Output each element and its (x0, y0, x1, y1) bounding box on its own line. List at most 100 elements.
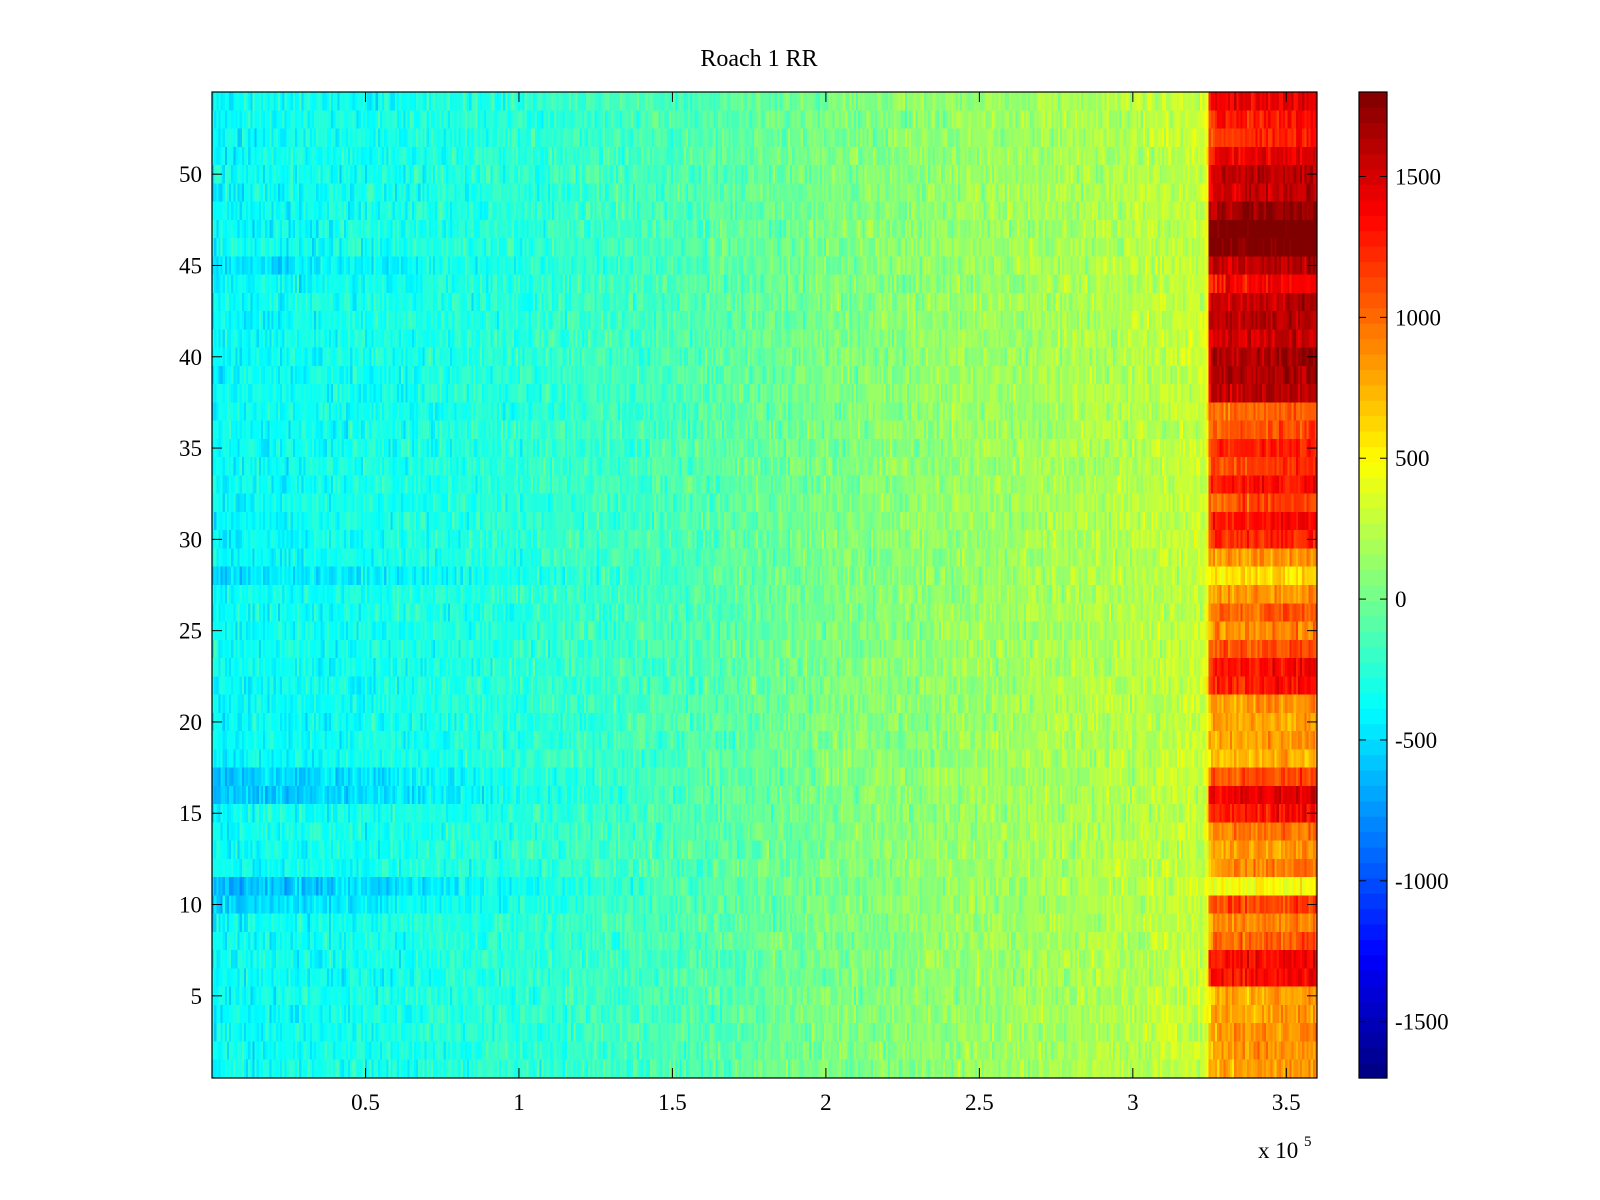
colorbar-segment (1359, 769, 1387, 786)
colorbar-segment (1359, 739, 1387, 756)
colorbar-segment (1359, 122, 1387, 139)
colorbar-segment (1359, 215, 1387, 232)
x-multiplier-exponent: 5 (1304, 1134, 1312, 1150)
colorbar-segment (1359, 384, 1387, 401)
y-tick-label: 15 (179, 801, 202, 826)
colorbar-segment (1359, 292, 1387, 309)
colorbar-segment (1359, 523, 1387, 540)
colorbar-segment (1359, 908, 1387, 925)
x-tick-label: 1 (513, 1090, 525, 1115)
x-axis: 0.5 1 1.5 2 2.5 3 3.5 (351, 92, 1301, 1115)
colorbar-segment (1359, 1016, 1387, 1033)
x-tick-label: 2 (820, 1090, 832, 1115)
colorbar-segment (1359, 276, 1387, 293)
colorbar-segment (1359, 1000, 1387, 1017)
colorbar-segment (1359, 785, 1387, 802)
colorbar-segment (1359, 415, 1387, 432)
y-tick-label: 35 (179, 436, 202, 461)
colorbar-segment (1359, 754, 1387, 771)
colorbar-segment (1359, 877, 1387, 894)
colorbar-segment (1359, 939, 1387, 956)
colorbar-segment (1359, 323, 1387, 340)
colorbar-tick-label: -1500 (1395, 1010, 1449, 1035)
colorbar-segment (1359, 662, 1387, 679)
colorbar-segment (1359, 692, 1387, 709)
colorbar-segment (1359, 708, 1387, 725)
y-tick-label: 45 (179, 253, 202, 278)
colorbar-segment (1359, 1062, 1387, 1079)
colorbar-segment (1359, 477, 1387, 494)
x-tick-label: 0.5 (351, 1090, 380, 1115)
colorbar-segment (1359, 862, 1387, 879)
colorbar-segment (1359, 970, 1387, 987)
colorbar-segment (1359, 923, 1387, 940)
colorbar-segment (1359, 430, 1387, 447)
colorbar-tick-label: 0 (1395, 587, 1407, 612)
chart-title: Roach 1 RR (700, 46, 817, 72)
colorbar-segment (1359, 307, 1387, 324)
heatmap-image (212, 92, 1317, 1078)
y-tick-label: 40 (179, 345, 202, 370)
colorbar-segment (1359, 338, 1387, 355)
colorbar-tick-label: 1500 (1395, 165, 1441, 190)
colorbar-segment (1359, 846, 1387, 863)
x-tick-label: 3 (1127, 1090, 1139, 1115)
colorbar-segment (1359, 646, 1387, 663)
y-axis: 5 10 15 20 25 30 35 40 45 50 (179, 162, 1317, 1009)
colorbar-segment (1359, 615, 1387, 632)
colorbar-segment (1359, 92, 1387, 109)
colorbar-segment (1359, 723, 1387, 740)
plot-area-frame (211, 91, 1318, 1079)
y-tick-label: 5 (191, 984, 203, 1009)
colorbar-tick-label: 500 (1395, 446, 1430, 471)
colorbar-segment (1359, 893, 1387, 910)
x-tick-label: 2.5 (965, 1090, 994, 1115)
colorbar-segment (1359, 800, 1387, 817)
y-tick-label: 20 (179, 710, 202, 735)
colorbar: -1500 -1000 -500 0 500 1000 1500 (1358, 91, 1449, 1079)
x-tick-label: 3.5 (1272, 1090, 1301, 1115)
colorbar-segment (1359, 954, 1387, 971)
colorbar-segment (1359, 985, 1387, 1002)
x-tick-label: 1.5 (658, 1090, 687, 1115)
colorbar-segment (1359, 1047, 1387, 1064)
colorbar-tick-label: -500 (1395, 728, 1437, 753)
colorbar-segment (1359, 169, 1387, 186)
colorbar-tick-label: 1000 (1395, 305, 1441, 330)
colorbar-segment (1359, 246, 1387, 263)
colorbar-tick-label: -1000 (1395, 869, 1449, 894)
colorbar-segment (1359, 600, 1387, 617)
colorbar-frame (1358, 91, 1388, 1079)
colorbar-segment (1359, 230, 1387, 247)
colorbar-segment (1359, 816, 1387, 833)
colorbar-segment (1359, 261, 1387, 278)
colorbar-segment (1359, 353, 1387, 370)
colorbar-segment (1359, 107, 1387, 124)
colorbar-segment (1359, 1031, 1387, 1048)
x-axis-multiplier: x 10 5 (1258, 1134, 1312, 1163)
colorbar-segment (1359, 492, 1387, 509)
y-tick-label: 30 (179, 527, 202, 552)
colorbar-segment (1359, 446, 1387, 463)
colorbar-segment (1359, 631, 1387, 648)
colorbar-segment (1359, 554, 1387, 571)
colorbar-segment (1359, 461, 1387, 478)
colorbar-segment (1359, 400, 1387, 417)
y-tick-label: 25 (179, 619, 202, 644)
y-tick-label: 50 (179, 162, 202, 187)
colorbar-segment (1359, 507, 1387, 524)
colorbar-segment (1359, 199, 1387, 216)
colorbar-segment (1359, 184, 1387, 201)
colorbar-segment (1359, 538, 1387, 555)
heatmap-cells (212, 92, 1317, 1078)
colorbar-segment (1359, 585, 1387, 602)
y-tick-label: 10 (179, 893, 202, 918)
colorbar-segment (1359, 831, 1387, 848)
colorbar-segment (1359, 153, 1387, 170)
colorbar-segment (1359, 369, 1387, 386)
colorbar-segment (1359, 138, 1387, 155)
colorbar-segment (1359, 569, 1387, 586)
colorbar-segment (1359, 677, 1387, 694)
x-multiplier-base: x 10 (1258, 1138, 1298, 1163)
